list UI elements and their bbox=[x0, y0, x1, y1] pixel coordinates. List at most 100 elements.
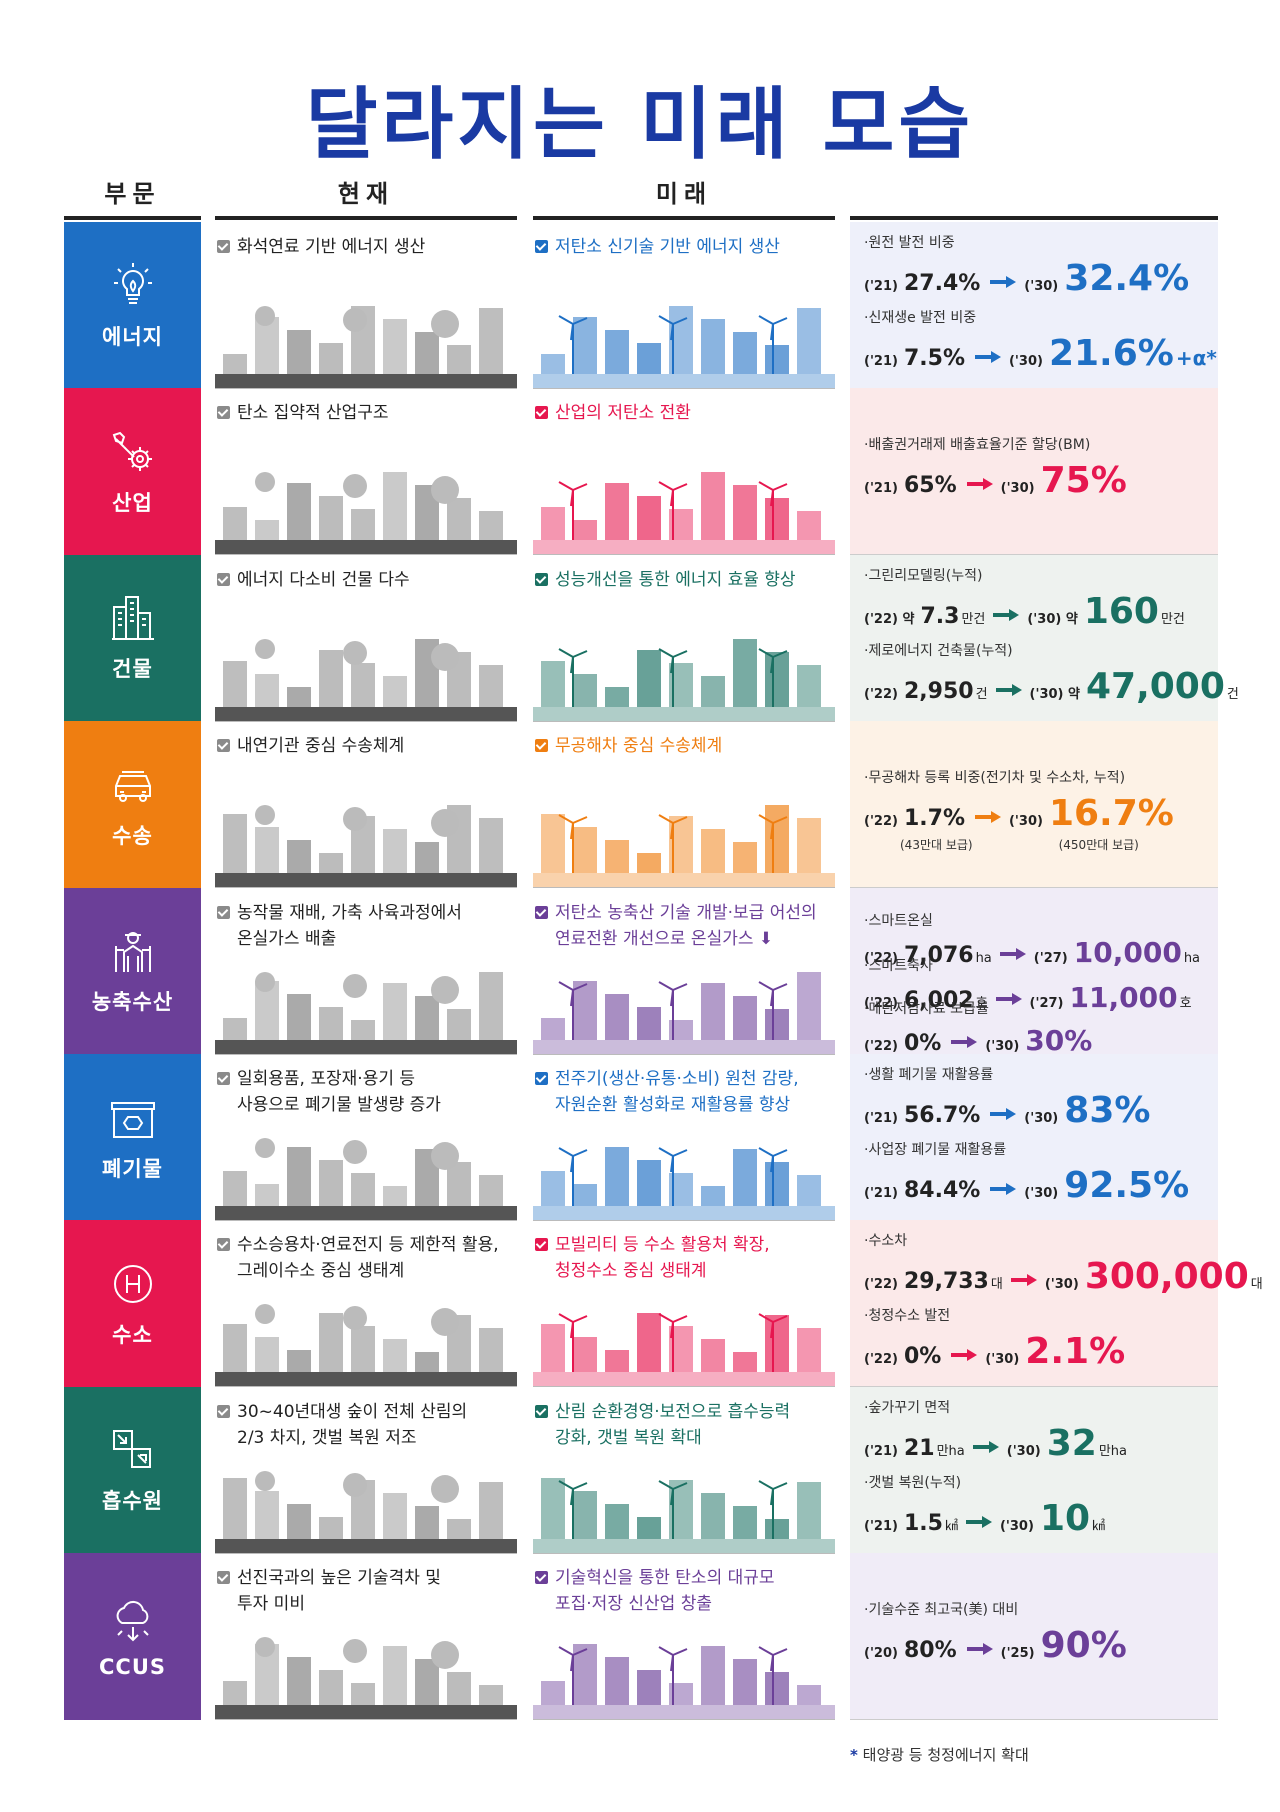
future-illustration bbox=[533, 795, 835, 888]
stat-value-from: 0% bbox=[903, 1030, 942, 1056]
stat-value-from: 65% bbox=[903, 473, 957, 499]
stat-unit-to: 호 bbox=[1179, 995, 1192, 1011]
stat-unit-from: ㎢ bbox=[944, 1518, 958, 1534]
current-text: 선진국과의 높은 기술격차 및 투자 미비 bbox=[237, 1568, 441, 1615]
category-label: 산업 bbox=[112, 490, 153, 515]
stat-year-to: ('30) bbox=[1024, 279, 1059, 294]
stat-value-to: 300,000 bbox=[1084, 1256, 1249, 1298]
checkbox-icon bbox=[535, 1072, 548, 1085]
current-illustration bbox=[215, 962, 517, 1054]
current-text: 농작물 재배, 가축 사육과정에서 온실가스 배출 bbox=[237, 902, 462, 949]
category-cell: 수소 bbox=[64, 1220, 201, 1388]
current-text: 화석연료 기반 에너지 생산 bbox=[237, 237, 426, 257]
category-cell: 에너지 bbox=[64, 222, 201, 389]
current-illustration bbox=[215, 1128, 517, 1220]
stat-value-from: 0% bbox=[903, 1344, 942, 1370]
stats-cell: ·수소차 ('22) 29,733 대 ('30) 300,000 대 ·청정수소 발전 ('2… bbox=[850, 1220, 1263, 1388]
checkbox-icon bbox=[535, 572, 548, 586]
stat-year-from: ('20) bbox=[864, 1646, 898, 1662]
future-illustration bbox=[533, 1627, 835, 1720]
checkbox-icon bbox=[535, 406, 548, 420]
arrow-icon bbox=[943, 1035, 985, 1054]
row-3: 수송 내연기관 중심 수송체계 무공해차 중심 수송체계 ·무공해차 등록 비중(전기… bbox=[0, 721, 1280, 889]
row-7: 흡수원 30~40년대생 숲이 전체 산림의 2/3 차지, 갯벌 복원 저조 산림… bbox=[0, 1386, 1280, 1554]
stat-unit-from: 만건 bbox=[961, 611, 986, 627]
current-illustration bbox=[215, 795, 517, 888]
category-cell: 건물 bbox=[64, 554, 201, 722]
co2-cloud-icon bbox=[108, 1595, 158, 1645]
stat-value-from: 7.3 bbox=[920, 603, 960, 629]
stat-item: ·생활 폐기물 재활용률 ('21) 56.7% ('30) 83% bbox=[864, 1064, 1152, 1131]
future-cell: 성능개선을 통한 에너지 효율 향상 bbox=[533, 555, 835, 722]
future-illustration bbox=[533, 1128, 835, 1220]
stat-year-from: ('21) bbox=[864, 354, 898, 369]
stat-unit-from: 호 bbox=[975, 995, 988, 1011]
header-line bbox=[64, 216, 201, 220]
stat-value-to: 32 bbox=[1046, 1422, 1097, 1464]
stat-value-to: 90% bbox=[1040, 1625, 1127, 1667]
checkbox-icon bbox=[217, 240, 230, 253]
header-sector: 부문 bbox=[104, 180, 161, 208]
buildings-icon bbox=[108, 593, 158, 643]
stat-value-to: 83% bbox=[1064, 1090, 1151, 1131]
stat-item: ·원전 발전 비중 ('21) 27.4% ('30) 32.4% bbox=[864, 232, 1191, 299]
stat-year-from: ('21) bbox=[864, 1186, 898, 1201]
stat-unit-to: ㎢ bbox=[1092, 1518, 1106, 1534]
stat-year-to: ('30) bbox=[1024, 1186, 1059, 1201]
stat-item: ·배출권거래제 배출효율기준 할당(BM) ('21) 65% ('30) 75% bbox=[864, 434, 1129, 501]
stats-cell: ·원전 발전 비중 ('21) 27.4% ('30) 32.4% ·신재생e 발전 비중… bbox=[850, 222, 1218, 389]
stat-unit-from: ha bbox=[975, 950, 992, 966]
future-cell: 저탄소 신기술 기반 에너지 생산 bbox=[533, 222, 835, 389]
stats-cell: ·스마트온실 ('22) 7,076 ha ('27) 10,000 ha ·스마트축사 ('2… bbox=[850, 887, 1218, 1057]
future-text: 전주기(생산·유통·소비) 원천 감량, 자원순환 활성화로 재활용률 향상 bbox=[555, 1069, 799, 1115]
farmer-icon bbox=[108, 926, 158, 976]
stat-label: ·배출권거래제 배출효율기준 할당(BM) bbox=[864, 437, 1091, 454]
stat-label: ·원전 발전 비중 bbox=[864, 235, 955, 251]
row-0: 에너지 화석연료 기반 에너지 생산 저탄소 신기술 기반 에너지 생산 ·원전 발전… bbox=[0, 222, 1280, 389]
stat-year-from: ('21) bbox=[864, 279, 898, 294]
current-cell: 탄소 집약적 산업구조 bbox=[215, 388, 517, 556]
stat-label: ·수소차 bbox=[864, 1233, 908, 1250]
stat-year-to: ('30) 약 bbox=[1029, 686, 1080, 702]
category-cell: 산업 bbox=[64, 388, 201, 556]
arrow-icon bbox=[982, 1107, 1024, 1126]
future-text: 산림 순환경영·보전으로 흡수능력 강화, 갯벌 복원 확대 bbox=[555, 1401, 791, 1448]
stat-value-to: 32.4% bbox=[1064, 258, 1190, 299]
current-cell: 선진국과의 높은 기술격차 및 투자 미비 bbox=[215, 1553, 517, 1721]
future-cell: 전주기(생산·유통·소비) 원천 감량, 자원순환 활성화로 재활용률 향상 bbox=[533, 1054, 835, 1221]
future-text: 기술혁신을 통한 탄소의 대규모 포집·저장 신산업 창출 bbox=[555, 1568, 775, 1615]
stat-item: ·신재생e 발전 비중 ('21) 7.5% ('30) 21.6% +α* bbox=[864, 307, 1217, 374]
arrow-icon bbox=[943, 1348, 985, 1367]
current-illustration bbox=[215, 1461, 517, 1553]
future-cell: 저탄소 농축산 기술 개발·보급 어선의 연료전환 개선으로 온실가스 ⬇ bbox=[533, 888, 835, 1055]
current-cell: 일회용품, 포장재·용기 등 사용으로 폐기물 발생량 증가 bbox=[215, 1054, 517, 1221]
stat-year-from: ('22) 약 bbox=[864, 611, 915, 627]
future-text: 저탄소 신기술 기반 에너지 생산 bbox=[555, 237, 780, 257]
stat-year-from: ('21) bbox=[864, 1111, 898, 1126]
stat-item: ·스마트온실 ('22) 7,076 ha ('27) 10,000 ha bbox=[864, 910, 1200, 969]
stat-year-to: ('27) bbox=[1033, 950, 1068, 966]
stat-label: ·스마트온실 bbox=[864, 912, 933, 929]
stat-item: ·그린리모델링(누적) ('22) 약 7.3 만건 ('30) 약 160 만건 bbox=[864, 565, 1185, 632]
stat-item: ·사업장 폐기물 재활용률 ('21) 84.4% ('30) 92.5% bbox=[864, 1139, 1191, 1206]
page-title: 달라지는 미래 모습 bbox=[305, 80, 975, 170]
current-cell: 화석연료 기반 에너지 생산 bbox=[215, 222, 517, 389]
stat-note-to: (450만대 보급) bbox=[1058, 838, 1139, 853]
stat-item: ·스마트축사 ('22) 6,002 호 ('27) 11,000 호 bbox=[864, 955, 1192, 1014]
checkbox-icon bbox=[217, 1404, 230, 1418]
row-2: 건물 에너지 다소비 건물 다수 성능개선을 통한 에너지 효율 향상 ·그린리모델링… bbox=[0, 554, 1280, 722]
stat-item: ·숲가꾸기 면적 ('21) 21 만ha ('30) 32 만ha bbox=[864, 1397, 1127, 1464]
current-illustration bbox=[215, 629, 517, 721]
current-illustration bbox=[215, 296, 517, 388]
grid-arrows-icon bbox=[108, 1425, 158, 1475]
category-label: 농축수산 bbox=[91, 990, 174, 1015]
stat-value-from: 21 bbox=[903, 1435, 935, 1461]
future-cell: 기술혁신을 통한 탄소의 대규모 포집·저장 신산업 창출 bbox=[533, 1553, 835, 1721]
arrow-icon bbox=[959, 477, 1001, 496]
stat-year-from: ('22) bbox=[864, 1038, 898, 1054]
stat-value-from: 27.4% bbox=[903, 271, 981, 296]
arrow-icon bbox=[959, 1642, 1001, 1661]
arrow-icon bbox=[965, 1440, 1007, 1459]
checkbox-icon bbox=[217, 1571, 230, 1585]
future-cell: 산업의 저탄소 전환 bbox=[533, 388, 835, 556]
